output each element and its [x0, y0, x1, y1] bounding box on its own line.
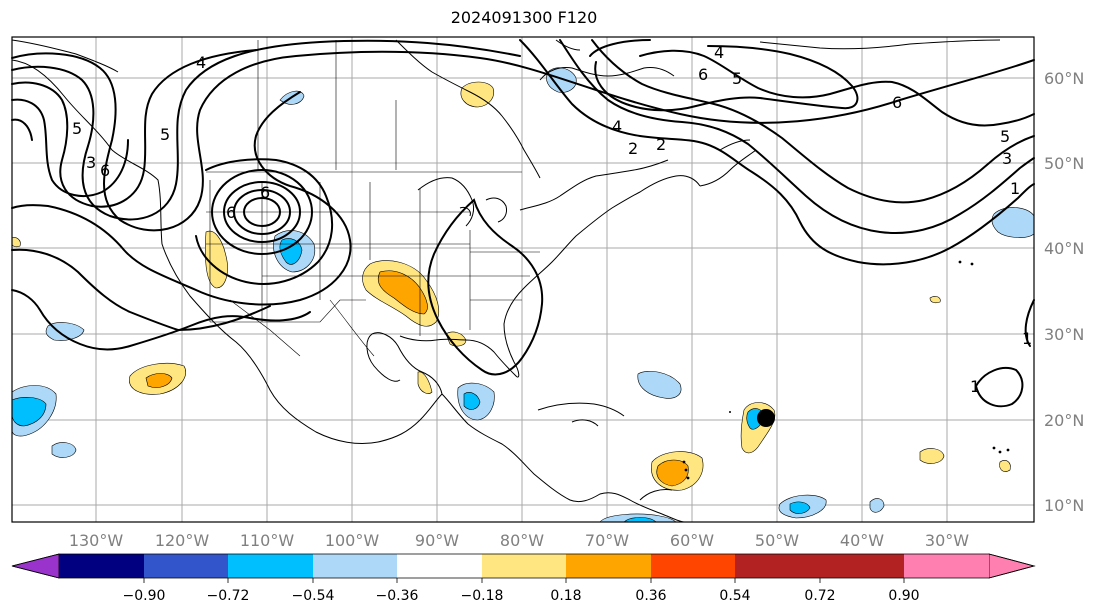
map-frame [11, 36, 1035, 523]
colorbar-tick-label: 0.54 [719, 588, 750, 604]
contour-label: 6 [100, 161, 110, 180]
colorbar-bin [482, 554, 566, 578]
contour-label: 4 [196, 53, 206, 72]
colorbar-bin [735, 554, 820, 578]
lon-label: 110°W [240, 531, 295, 550]
contour-label: 5 [732, 69, 742, 88]
colorbar-tick-label: −0.72 [207, 588, 250, 604]
anomaly-patch [637, 371, 682, 399]
lon-label: 80°W [500, 531, 544, 550]
contour-label: 4 [612, 117, 622, 136]
anomaly-patch [919, 448, 945, 464]
contour-label: 6 [226, 203, 236, 222]
colorbar-extend-min [11, 553, 60, 579]
colorbar-tick-label: 0.90 [888, 588, 919, 604]
colorbar-bin [651, 554, 735, 578]
contour-label: 3 [86, 153, 96, 172]
lon-label: 100°W [325, 531, 380, 550]
anomaly-patch [145, 373, 173, 388]
lat-label: 10°N [1044, 496, 1084, 515]
contour-label: 6 [698, 65, 708, 84]
latitude-labels: 60°N 50°N 40°N 30°N 20°N 10°N [1044, 69, 1084, 515]
colorbar: −0.90 −0.72 −0.54 −0.36 −0.18 0.18 0.36 … [11, 553, 1036, 604]
anomaly-patch [546, 67, 577, 93]
colorbar-outline [11, 553, 1036, 579]
graticule [12, 37, 1034, 522]
anomaly-patch [417, 371, 433, 394]
anomaly-patch [991, 207, 1035, 238]
coastlines [11, 39, 1001, 523]
colorbar-bin [59, 554, 144, 578]
colorbar-bin [313, 554, 397, 578]
contour-label: 6 [892, 93, 902, 112]
anomaly-patch [656, 459, 689, 487]
lat-label: 30°N [1044, 325, 1084, 344]
anomaly-patch [45, 322, 85, 341]
lon-label: 120°W [155, 531, 210, 550]
lon-label: 50°W [755, 531, 799, 550]
contours [11, 39, 1035, 408]
colorbar-bin [820, 554, 904, 578]
contour-label: 4 [714, 43, 724, 62]
anomaly-patch [463, 392, 481, 410]
colorbar-bin [228, 554, 313, 578]
colorbar-tick-label: −0.54 [292, 588, 335, 604]
anomaly-patch [205, 230, 228, 289]
colorbar-bin [397, 554, 482, 578]
colorbar-tick-label: 0.18 [550, 588, 581, 604]
contour-label: 5 [1000, 127, 1010, 146]
contour-labels: 4 5 6 4 5 6 2 3 4 3 5 6 1 6 6 1 1 2 5 [72, 43, 1032, 396]
island-dots [682, 260, 1010, 480]
contour-label: 6 [260, 183, 270, 202]
colorbar-tick-label: −0.36 [376, 588, 419, 604]
lat-label: 60°N [1044, 69, 1084, 88]
anomaly-patch [377, 270, 428, 315]
anomaly-patch [51, 442, 77, 458]
lon-label: 90°W [415, 531, 459, 550]
contour-label: 3 [1002, 149, 1012, 168]
contour-label: 2 [656, 135, 666, 154]
contour-label: 5 [160, 125, 170, 144]
contour-label: 2 [628, 139, 638, 158]
map-background [12, 37, 1034, 522]
lon-label: 30°W [925, 531, 969, 550]
anomaly-patch [869, 498, 885, 513]
colorbar-tick-label: −0.90 [123, 588, 166, 604]
contour-label: 5 [72, 119, 82, 138]
colorbar-tick-label: −0.18 [461, 588, 504, 604]
contour-label: 1 [1010, 179, 1020, 198]
anomaly-patch [929, 296, 941, 304]
lon-label: 40°W [840, 531, 884, 550]
colorbar-tick-label: 0.72 [804, 588, 835, 604]
anomaly-patch [11, 397, 47, 427]
lon-label: 60°W [670, 531, 714, 550]
colorbar-ticks [143, 578, 905, 583]
map-title: 2024091300 F120 [450, 8, 598, 27]
anomaly-patch [789, 501, 811, 514]
longitude-labels: 130°W 120°W 110°W 100°W 90°W 80°W 70°W 6… [69, 531, 969, 550]
contour-label: 1 [970, 377, 980, 396]
lat-label: 50°N [1044, 154, 1084, 173]
anomaly-patch [999, 460, 1011, 472]
colorbar-bin [144, 554, 228, 578]
lon-label: 130°W [69, 531, 124, 550]
lat-label: 40°N [1044, 239, 1084, 258]
lon-label: 70°W [585, 531, 629, 550]
colorbar-tick-label: 0.36 [635, 588, 666, 604]
political-borders [206, 40, 540, 357]
contour-label: 1 [1022, 329, 1032, 348]
colorbar-bin [566, 554, 651, 578]
shaded-anomalies [11, 67, 1035, 523]
lat-label: 20°N [1044, 411, 1084, 430]
colorbar-extend-max [988, 553, 1036, 579]
storm-marker [757, 409, 775, 427]
colorbar-bin [904, 554, 989, 578]
